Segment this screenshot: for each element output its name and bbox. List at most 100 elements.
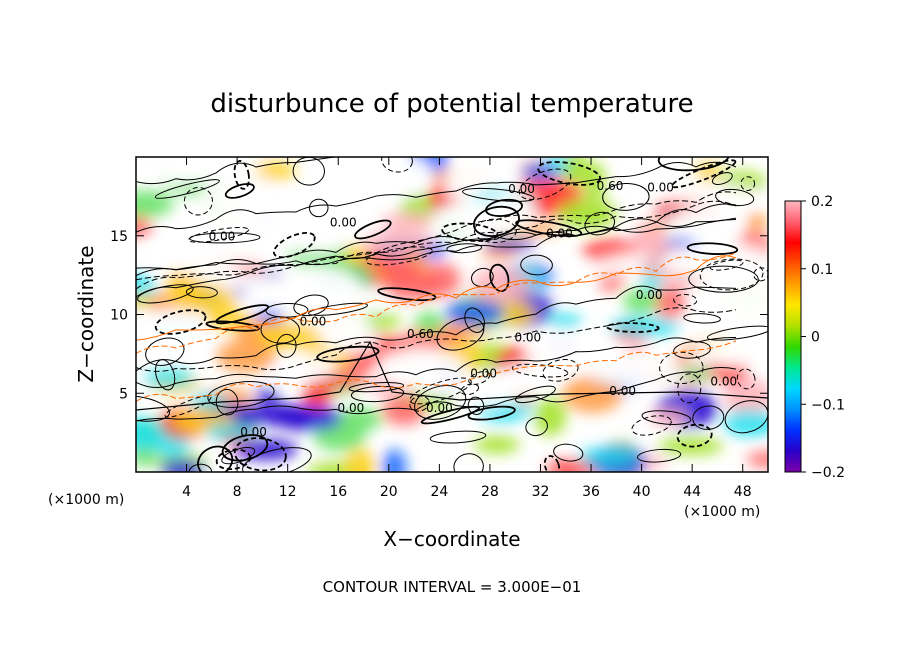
field-neutral (160, 157, 267, 185)
field-neutral (321, 332, 379, 354)
contour-line (631, 415, 672, 436)
contour-line (676, 423, 713, 448)
x-axis: 4 8 12 16 20 24 28 32 36 40 44 48 (182, 157, 752, 500)
field-blob (563, 157, 590, 185)
contour-line (242, 447, 312, 472)
contour-line (183, 186, 213, 216)
contour-label: 0.00 (508, 182, 535, 196)
contour-line (188, 226, 250, 243)
contour-line (462, 187, 535, 202)
contour-line (414, 385, 467, 420)
contour-line (542, 358, 579, 382)
x-tick-label: 36 (582, 484, 600, 500)
contour-line (692, 405, 725, 430)
contour-line (686, 242, 739, 255)
x-tick-label: 28 (481, 484, 499, 500)
contour-label: 0.00 (609, 384, 636, 398)
field-neutral (443, 164, 493, 199)
field-blob (445, 299, 505, 326)
field-neutral (231, 223, 342, 254)
y-tick-label: 15 (110, 229, 128, 245)
field-blob (622, 288, 659, 314)
y-tick-label: 10 (110, 308, 128, 324)
field-neutral (715, 332, 768, 367)
contour-label: 0.00 (514, 330, 541, 344)
field-blob (136, 190, 174, 218)
field-blob (383, 258, 420, 286)
contour-line (473, 218, 517, 244)
colorbar-tick-label: 0.1 (811, 262, 833, 278)
field-blob (746, 213, 768, 231)
contour-line (137, 284, 194, 304)
contour-line (136, 217, 737, 277)
colorbar-gradient (784, 200, 802, 473)
x-tick-label: 16 (329, 484, 347, 500)
contour-line (637, 448, 682, 463)
contour-line (136, 255, 737, 341)
field-neutral (357, 157, 432, 194)
contour-line (736, 368, 756, 390)
x-tick-label: 20 (380, 484, 398, 500)
contour-line (233, 160, 250, 190)
y-axis-label: Z−coordinate (74, 245, 98, 382)
field-blob (143, 369, 195, 388)
field-blob (558, 198, 617, 230)
contour-line (602, 182, 650, 211)
field-blob (204, 306, 249, 330)
contour-line (136, 157, 337, 185)
contour-line (189, 232, 261, 244)
field-blob (474, 435, 520, 454)
contour-line (467, 396, 485, 415)
contour-line (706, 325, 768, 341)
contour-line (518, 168, 572, 200)
field-neutral (449, 364, 551, 407)
contour-line (525, 417, 548, 437)
contour-line (164, 395, 212, 418)
contour-line (420, 405, 480, 425)
field-blob (382, 449, 407, 472)
contour-line (136, 161, 737, 233)
contour-line (348, 382, 405, 393)
x-tick-label: 12 (279, 484, 297, 500)
x-tick-label: 32 (532, 484, 550, 500)
contour-line (354, 219, 392, 240)
field-blob (424, 397, 456, 412)
contour-line (740, 176, 756, 191)
y-tick-label: 5 (119, 386, 128, 402)
x-axis-label: X−coordinate (383, 527, 520, 551)
contour-line (136, 285, 737, 372)
contour-line (224, 183, 255, 199)
contour-line (350, 385, 405, 403)
field-blob (301, 381, 333, 407)
field-blob (160, 459, 204, 472)
contour-line (377, 287, 437, 302)
contour-label: 0.00 (240, 425, 267, 439)
contour-line (709, 259, 744, 271)
field-neutral (198, 189, 279, 235)
contour-line (136, 203, 737, 298)
contour-line (699, 258, 764, 291)
contour-line (671, 159, 737, 189)
contour-labels: 0.60 0.00 0.00 0.00 0.00 0.00 0.00 0.00 0.60 0.00… (209, 179, 738, 439)
contour-line (471, 267, 494, 287)
contour-line (515, 385, 556, 404)
contour-line (711, 172, 733, 186)
field-blob (232, 407, 265, 425)
field-blob (345, 448, 376, 472)
contour-line (641, 410, 692, 425)
field-blob (338, 407, 383, 431)
contour-line (154, 179, 220, 199)
field-blob (577, 447, 640, 467)
field-blob (548, 313, 583, 329)
x-unit-left: (×1000 m) (48, 492, 124, 508)
contour-line (688, 265, 759, 293)
contour-line (511, 363, 569, 378)
contour-label: 0.00 (330, 215, 357, 229)
contour-line (197, 445, 234, 472)
contour-line (520, 254, 553, 276)
contour-line (136, 336, 737, 389)
field-blob (534, 397, 567, 437)
field-blob (380, 212, 437, 231)
contour-line (606, 322, 660, 333)
field-blob (501, 301, 535, 327)
